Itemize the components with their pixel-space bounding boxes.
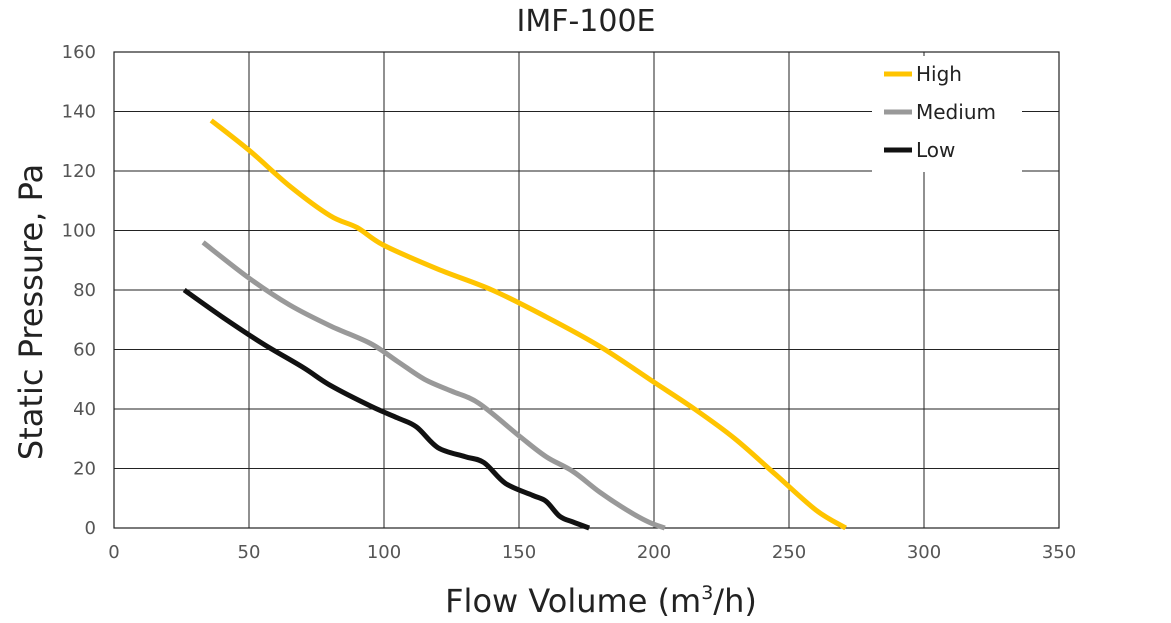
x-tick-label: 200	[637, 542, 671, 563]
y-tick-label: 40	[73, 399, 96, 420]
y-tick-labels: 0 20 40 60 80 100 120 140 160	[62, 42, 96, 539]
series-layer	[182, 118, 848, 531]
y-tick-label: 80	[73, 280, 96, 301]
y-tick-label: 140	[62, 102, 96, 123]
series-line-high	[209, 118, 848, 531]
series-line-low	[182, 287, 591, 531]
x-tick-label: 50	[238, 542, 261, 563]
series-line-medium	[201, 240, 666, 531]
x-tick-label: 0	[108, 542, 119, 563]
x-axis-title-prefix: Flow Volume (m	[445, 582, 701, 620]
x-tick-label: 350	[1042, 542, 1076, 563]
x-tick-label: 150	[502, 542, 536, 563]
x-axis-title: Flow Volume (m3/h)	[445, 582, 757, 620]
x-tick-label: 100	[367, 542, 401, 563]
y-tick-label: 120	[62, 161, 96, 182]
y-tick-label: 160	[62, 42, 96, 63]
legend-label-high: High	[916, 62, 962, 86]
y-tick-label: 0	[85, 518, 96, 539]
x-axis-title-suffix: /h)	[713, 582, 757, 620]
y-tick-label: 100	[62, 221, 96, 242]
y-tick-label: 20	[73, 459, 96, 480]
legend: High Medium Low	[872, 56, 1022, 172]
y-axis-title: Static Pressure, Pa	[12, 164, 50, 460]
x-tick-label: 300	[907, 542, 941, 563]
legend-label-low: Low	[916, 138, 955, 162]
x-tick-labels: 0 50 100 150 200 250 300 350	[108, 542, 1076, 563]
y-tick-label: 60	[73, 340, 96, 361]
chart-title: IMF-100E	[516, 4, 655, 39]
x-tick-label: 250	[772, 542, 806, 563]
x-axis-title-superscript: 3	[701, 582, 713, 604]
legend-label-medium: Medium	[916, 100, 996, 124]
